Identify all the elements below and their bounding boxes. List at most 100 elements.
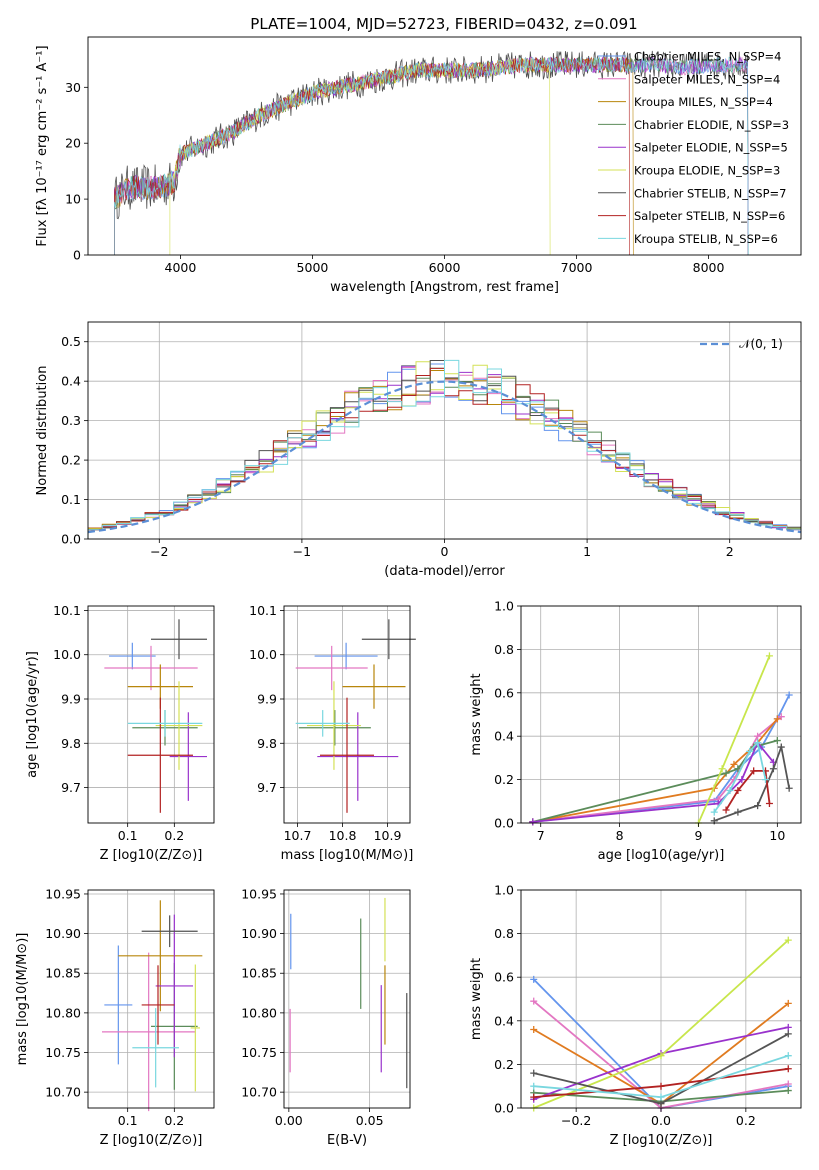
x-tick-label: 0.2 — [164, 1113, 184, 1128]
weight-marker — [785, 784, 793, 792]
y-tick-label: 10.90 — [45, 926, 81, 941]
spectrum-series-3 — [114, 56, 749, 255]
x-axis-label: Z [log10(Z/Z⊙)] — [100, 848, 203, 863]
x-tick-label: 6000 — [429, 260, 461, 275]
weight-marker — [734, 786, 742, 794]
x-axis-label: wavelength [Angstrom, rest frame] — [330, 280, 559, 295]
spectrum-series-8 — [114, 56, 749, 255]
x-tick-label: −0.2 — [561, 1113, 591, 1128]
y-tick-label: 0.1 — [61, 492, 81, 507]
weight-marker — [784, 1080, 792, 1088]
weight-series-1 — [532, 716, 782, 823]
y-tick-label: 0.2 — [494, 772, 514, 787]
y-tick-label: 10.95 — [241, 886, 277, 901]
y-tick-label: 10 — [65, 192, 81, 207]
x-tick-label: 8 — [616, 828, 624, 843]
weight-marker — [657, 1052, 665, 1060]
weight-marker — [784, 1065, 792, 1073]
x-tick-label: 0.05 — [356, 1113, 384, 1128]
weight-marker — [730, 760, 738, 768]
y-tick-label: 10.75 — [241, 1045, 277, 1060]
weight-marker — [754, 739, 762, 747]
y-tick-label: 0.2 — [61, 453, 81, 468]
y-tick-label: 10.0 — [249, 647, 277, 662]
weight-marker — [784, 1052, 792, 1060]
legend-label: Salpeter MILES, N_SSP=4 — [634, 72, 780, 86]
y-tick-label: 0.6 — [494, 685, 514, 700]
weight-marker — [773, 737, 781, 745]
weight-marker — [746, 747, 754, 755]
y-tick-label: 0.6 — [494, 970, 514, 985]
y-tick-label: 20 — [65, 136, 81, 151]
x-axis-label: mass [log10(M/M⊙)] — [281, 848, 414, 863]
y-tick-label: 0.8 — [494, 926, 514, 941]
y-axis-label: mass weight — [469, 958, 484, 1040]
y-tick-label: 0.4 — [494, 729, 514, 744]
weight-marker — [750, 767, 758, 775]
weight-marker — [726, 786, 734, 794]
mass-vs-metallicity-panel: 0.1 0.2 10.70 10.75 10.80 10.85 10.90 10.95 Z [l… — [15, 886, 215, 1148]
legend-label: Salpeter STELIB, N_SSP=6 — [634, 209, 785, 223]
y-tick-label: 0.4 — [494, 1013, 514, 1028]
y-tick-label: 0.8 — [494, 642, 514, 657]
age-vs-mass-panel: 10.7 10.8 10.9 9.7 9.8 9.9 10.0 10.1 mass [log10… — [249, 603, 416, 863]
residual-histogram-panel: −2 −1 0 1 2 0.0 0.1 0.2 0.3 0.4 0.5 (data-model)/er… — [35, 321, 802, 579]
legend-label: Chabrier MILES, N_SSP=4 — [634, 50, 781, 64]
weight-marker — [710, 808, 718, 816]
weight-marker — [530, 997, 538, 1005]
weight-marker — [738, 776, 746, 784]
weight-marker — [784, 1030, 792, 1038]
y-tick-label: 10.70 — [241, 1085, 277, 1100]
weight-marker — [754, 802, 762, 810]
y-tick-label: 10.75 — [45, 1045, 81, 1060]
y-tick-label: 9.8 — [257, 736, 277, 751]
weight-marker — [765, 799, 773, 807]
legend-label: 𝒩(0, 1) — [739, 337, 783, 351]
weight-marker — [773, 715, 781, 723]
axes-frame — [520, 605, 802, 824]
weight-series-8 — [713, 740, 767, 813]
x-axis-label: E(B-V) — [327, 1133, 367, 1148]
x-tick-label: 1 — [583, 544, 591, 559]
y-tick-label: 0 — [73, 248, 81, 263]
weight-marker — [784, 936, 792, 944]
y-tick-label: 10.1 — [249, 603, 277, 618]
y-axis-label: Normed distribution — [35, 366, 50, 496]
legend-label: Salpeter ELODIE, N_SSP=5 — [634, 141, 788, 155]
weight-marker — [777, 743, 785, 751]
weight-marker — [530, 1093, 538, 1101]
x-axis-label: (data-model)/error — [384, 564, 505, 579]
y-tick-label: 0.4 — [61, 374, 81, 389]
x-tick-label: 8000 — [693, 260, 725, 275]
x-tick-label: 0.0 — [651, 1113, 671, 1128]
x-tick-label: 0 — [441, 544, 449, 559]
y-tick-label: 10.0 — [53, 647, 81, 662]
axes-frame — [87, 889, 215, 1109]
x-tick-label: 7 — [537, 828, 545, 843]
x-axis-label: Z [log10(Z/Z⊙)] — [610, 1133, 713, 1148]
x-tick-label: 10.7 — [284, 828, 312, 843]
weight-marker — [530, 975, 538, 983]
weight-marker — [769, 765, 777, 773]
x-tick-label: 10.9 — [374, 828, 402, 843]
x-tick-label: 0.1 — [118, 1113, 138, 1128]
spectrum-panel: 4000 5000 6000 7000 8000 0 10 20 30 wavelength [A… — [35, 36, 802, 295]
weight-series-0 — [532, 694, 791, 823]
spectrum-series-1 — [114, 56, 749, 255]
x-tick-label: 10.8 — [329, 828, 357, 843]
weight-vs-metallicity-panel: −0.2 0.0 0.2 0.0 0.2 0.4 0.6 0.8 1.0 Z [log10(Z/Z… — [469, 883, 802, 1148]
spectrum-series-4 — [114, 56, 749, 255]
y-tick-label: 10.70 — [45, 1085, 81, 1100]
weight-marker — [722, 806, 730, 814]
weight-marker — [657, 1093, 665, 1101]
legend-label: Kroupa MILES, N_SSP=4 — [634, 95, 773, 109]
weight-marker — [530, 1026, 538, 1034]
weight-marker — [762, 776, 770, 784]
y-tick-label: 10.80 — [241, 1005, 277, 1020]
weight-marker — [784, 1087, 792, 1095]
x-axis-label: age [log10(age/yr)] — [598, 848, 725, 863]
axes-frame — [283, 889, 411, 1109]
y-tick-label: 10.90 — [241, 926, 277, 941]
y-tick-label: 0.3 — [61, 413, 81, 428]
weight-marker — [722, 769, 730, 777]
